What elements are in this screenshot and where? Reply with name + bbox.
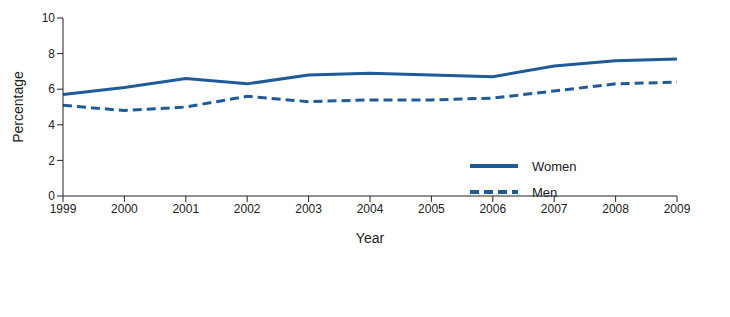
svg-text:1999: 1999 — [50, 202, 77, 216]
svg-text:2005: 2005 — [418, 202, 445, 216]
svg-text:2007: 2007 — [541, 202, 568, 216]
svg-text:2000: 2000 — [111, 202, 138, 216]
svg-text:2008: 2008 — [602, 202, 629, 216]
svg-text:Percentage: Percentage — [10, 71, 26, 143]
html-text:Women: Women — [532, 158, 577, 174]
html-text:Men: Men — [532, 184, 558, 200]
svg-text:2: 2 — [48, 154, 55, 168]
svg-text:2009: 2009 — [664, 202, 691, 216]
svg-text:0: 0 — [48, 189, 55, 203]
svg-text:6: 6 — [48, 82, 55, 96]
svg-text:10: 10 — [42, 11, 56, 25]
svg-text:4: 4 — [48, 118, 55, 132]
svg-text:8: 8 — [48, 47, 55, 61]
svg-text:2002: 2002 — [234, 202, 261, 216]
svg-text:2003: 2003 — [295, 202, 322, 216]
svg-text:2001: 2001 — [172, 202, 199, 216]
svg-text:2004: 2004 — [357, 202, 384, 216]
svg-text:2006: 2006 — [479, 202, 506, 216]
svg-text:Year: Year — [356, 230, 385, 246]
